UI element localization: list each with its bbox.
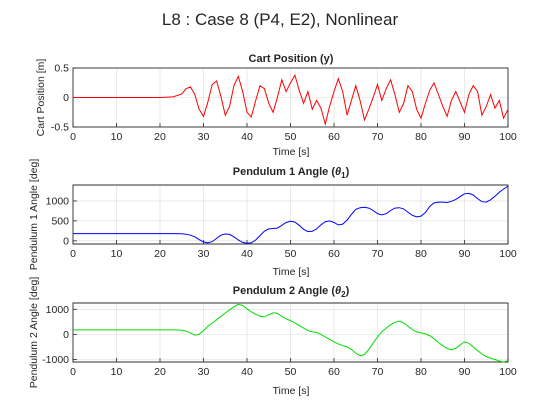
pendulum-1-x-tick-label: 10 — [111, 248, 123, 260]
cart-position-y-tick-label: 0.5 — [54, 63, 69, 75]
cart-position-ylabel: Cart Position [m] — [35, 59, 47, 137]
pendulum-2-title-suffix: ) — [346, 285, 350, 297]
pendulum-2-plot-border — [72, 302, 509, 363]
pendulum-1-x-tick-label: 0 — [70, 248, 76, 260]
pendulum-2-chart: Pendulum 2 Angle (θ2) 0 10 20 30 40 50 60 70 80 9… — [28, 277, 517, 397]
cart-position-x-tick-label: 20 — [154, 131, 166, 143]
pendulum-1-x-tick-label: 20 — [154, 248, 166, 260]
pendulum-2-x-tick-label: 10 — [111, 366, 123, 378]
pendulum-1-y-tick-label: 0 — [63, 235, 69, 247]
pendulum-1-y-tick-label: 1000 — [46, 195, 70, 207]
pendulum-2-y-tick-label: 1000 — [46, 304, 70, 316]
pendulum-1-title-theta: θ — [335, 166, 341, 178]
cart-position-x-tick-label: 90 — [459, 131, 471, 143]
pendulum-2-y-tick-label: -1000 — [42, 354, 69, 366]
cart-position-chart: Cart Position (y) 0 10 20 30 40 50 60 70 80 90 100… — [35, 53, 517, 158]
pendulum-2-x-tick-label: 80 — [415, 366, 427, 378]
cart-position-x-tick-label: 100 — [499, 131, 517, 143]
pendulum-1-y-ticks: 0 500 1000 — [46, 195, 77, 247]
pendulum-1-x-tick-label: 40 — [241, 248, 253, 260]
pendulum-2-x-tick-label: 20 — [154, 366, 166, 378]
pendulum-2-title: Pendulum 2 Angle (θ2) — [233, 285, 350, 299]
cart-position-x-tick-label: 30 — [198, 131, 210, 143]
cart-position-x-tick-label: 10 — [111, 131, 123, 143]
pendulum-2-x-tick-label: 70 — [372, 366, 384, 378]
cart-position-title: Cart Position (y) — [249, 53, 334, 65]
pendulum-1-chart: Pendulum 1 Angle (θ1) 0 10 20 30 40 50 60 70 80 9… — [28, 159, 517, 278]
pendulum-2-title-text: Pendulum 2 Angle ( — [233, 285, 336, 297]
cart-position-xlabel: Time [s] — [273, 146, 310, 158]
pendulum-1-line — [73, 185, 509, 244]
pendulum-1-x-tick-label: 80 — [415, 248, 427, 260]
cart-position-x-ticks: 0 10 20 30 40 50 60 70 80 90 100 — [70, 123, 517, 143]
pendulum-2-xlabel: Time [s] — [273, 385, 310, 397]
pendulum-2-title-sub: 2 — [341, 290, 346, 299]
pendulum-1-x-tick-label: 30 — [198, 248, 210, 260]
pendulum-1-title: Pendulum 1 Angle (θ1) — [233, 166, 350, 180]
cart-position-y-tick-label: -0.5 — [51, 122, 69, 134]
pendulum-2-x-tick-label: 40 — [241, 366, 253, 378]
cart-position-x-tick-label: 40 — [241, 131, 253, 143]
pendulum-2-title-theta: θ — [335, 285, 341, 297]
cart-position-x-tick-label: 0 — [70, 131, 76, 143]
pendulum-2-ylabel: Pendulum 2 Angle [deg] — [28, 277, 40, 389]
pendulum-1-x-tick-label: 100 — [499, 248, 517, 260]
pendulum-2-y-ticks: -1000 0 1000 — [42, 304, 77, 366]
pendulum-2-x-tick-label: 90 — [459, 366, 471, 378]
pendulum-2-x-tick-label: 50 — [285, 366, 297, 378]
pendulum-1-title-sub: 1 — [341, 171, 346, 180]
pendulum-1-y-tick-label: 500 — [51, 215, 69, 227]
cart-position-x-tick-label: 50 — [285, 131, 297, 143]
pendulum-1-x-ticks: 0 10 20 30 40 50 60 70 80 90 100 — [70, 240, 517, 260]
pendulum-2-line — [73, 303, 509, 363]
cart-position-x-tick-label: 60 — [328, 131, 340, 143]
pendulum-2-x-tick-label: 60 — [328, 366, 340, 378]
pendulum-1-title-text: Pendulum 1 Angle ( — [233, 166, 336, 178]
pendulum-2-x-tick-label: 100 — [499, 366, 517, 378]
cart-position-y-tick-label: 0 — [63, 92, 69, 104]
pendulum-1-xlabel: Time [s] — [273, 266, 310, 278]
cart-position-x-tick-label: 70 — [372, 131, 384, 143]
pendulum-1-x-tick-label: 90 — [459, 248, 471, 260]
pendulum-1-ylabel: Pendulum 1 Angle [deg] — [28, 159, 40, 271]
figure-title: L8 : Case 8 (P4, E2), Nonlinear — [162, 10, 399, 29]
pendulum-1-title-suffix: ) — [346, 166, 350, 178]
pendulum-2-x-ticks: 0 10 20 30 40 50 60 70 80 90 100 — [70, 358, 517, 378]
pendulum-1-x-tick-label: 50 — [285, 248, 297, 260]
pendulum-1-plot-border — [72, 184, 509, 245]
pendulum-2-x-tick-label: 0 — [70, 366, 76, 378]
cart-position-x-tick-label: 80 — [415, 131, 427, 143]
pendulum-1-x-tick-label: 70 — [372, 248, 384, 260]
cart-position-line — [73, 73, 509, 126]
pendulum-2-y-tick-label: 0 — [63, 329, 69, 341]
pendulum-1-x-tick-label: 60 — [328, 248, 340, 260]
pendulum-2-x-tick-label: 30 — [198, 366, 210, 378]
